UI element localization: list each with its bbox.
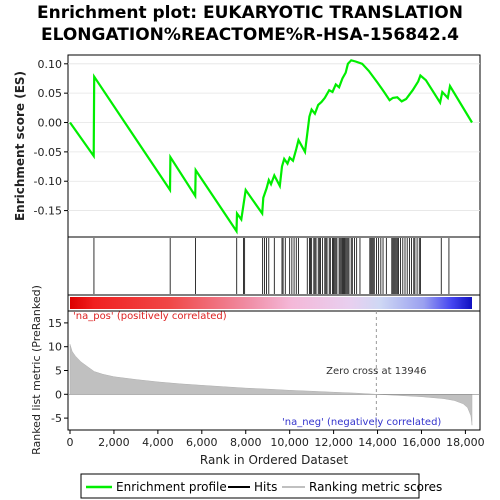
metric-y-tick-label: 5 (55, 365, 62, 378)
x-tick-label: 18,000 (446, 436, 485, 449)
x-tick-label: 0 (67, 436, 74, 449)
x-axis: 0 2,000 4,000 6,000 8,000 10,000 12,000 14,000 1… (67, 430, 485, 449)
hit-lines (93, 238, 450, 294)
metric-panel: Zero cross at 13946 'na_pos' (positively… (30, 285, 481, 455)
metric-y-tick-label: 15 (48, 317, 62, 330)
es-y-tick-label: -0.05 (34, 146, 62, 159)
chart-title-line-1: Enrichment plot: EUKARYOTIC TRANSLATION (37, 3, 463, 23)
x-tick-label: 16,000 (402, 436, 441, 449)
legend-hits-label: Hits (254, 480, 277, 494)
metric-y-tick-label: 0 (55, 388, 62, 401)
x-axis-label: Rank in Ordered Dataset (200, 453, 348, 467)
es-y-tick-label: -0.15 (34, 205, 62, 218)
neg-correlated-label: 'na_neg' (negatively correlated) (282, 417, 441, 428)
pos-correlated-label: 'na_pos' (positively correlated) (73, 311, 227, 322)
es-y-ticks: 0.10 0.05 0.00 -0.05 -0.10 -0.15 (34, 58, 68, 218)
es-y-axis-label: Enrichment score (ES) (13, 71, 27, 221)
x-tick-label: 2,000 (98, 436, 130, 449)
x-tick-label: 14,000 (358, 436, 397, 449)
es-panel: 0.10 0.05 0.00 -0.05 -0.10 -0.15 Enrichment s… (13, 54, 481, 238)
enrichment-profile-line (69, 59, 473, 235)
metric-y-tick-label: 10 (48, 341, 62, 354)
x-tick-label: 4,000 (142, 436, 174, 449)
chart-title-line-2: ELONGATION%REACTOME%R-HSA-156842.4 (41, 25, 459, 45)
zero-cross-label: Zero cross at 13946 (326, 366, 426, 377)
es-y-tick-label: -0.10 (34, 175, 62, 188)
legend-enrichment-label: Enrichment profile (116, 480, 227, 494)
metric-y-axis-label: Ranked list metric (PreRanked) (30, 285, 43, 455)
es-y-tick-label: 0.10 (38, 58, 63, 71)
legend: Enrichment profile Hits Ranking metric s… (80, 473, 442, 499)
x-tick-label: 6,000 (186, 436, 218, 449)
metric-y-ticks: 15 10 5 0 -5 (48, 317, 68, 425)
x-tick-label: 10,000 (270, 436, 309, 449)
x-tick-label: 12,000 (314, 436, 353, 449)
rank-gradient (70, 297, 472, 309)
legend-metric-label: Ranking metric scores (309, 480, 442, 494)
es-gridlines (68, 63, 480, 211)
ranking-metric-area (69, 344, 473, 426)
es-y-tick-label: 0.00 (38, 117, 63, 130)
hits-panel (67, 236, 481, 296)
metric-panel-frame (67, 310, 481, 431)
x-tick-label: 8,000 (230, 436, 262, 449)
metric-y-tick-label: -5 (51, 412, 62, 425)
es-panel-frame (67, 54, 481, 238)
rank-color-bar (67, 294, 481, 312)
es-y-tick-label: 0.05 (38, 87, 63, 100)
